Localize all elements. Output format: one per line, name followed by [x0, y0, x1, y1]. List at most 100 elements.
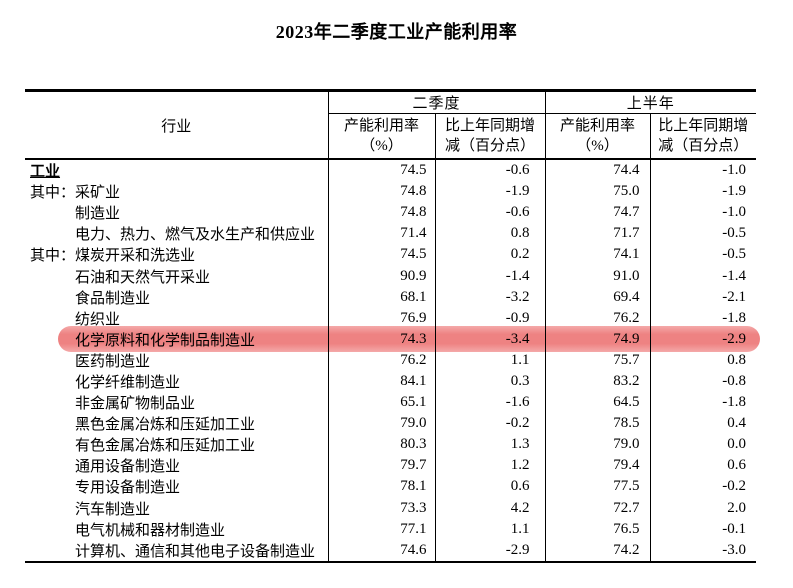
- q2-change-value: -3.2: [434, 286, 546, 308]
- q2-utilization-value: 76.9: [327, 307, 435, 329]
- industry-label: 石油和天然气开采业: [75, 269, 211, 286]
- q2-utilization-value: 74.6: [327, 539, 435, 562]
- table-row: 专用设备制造业 78.1 0.6 77.5 -0.2: [25, 476, 757, 498]
- column-header-q2-change: 比上年同期增 减（百分点）: [434, 113, 546, 160]
- industry-cell: 工业: [25, 159, 328, 181]
- industry-label: 制造业: [75, 206, 121, 223]
- h1-change-value: -1.0: [649, 202, 757, 224]
- h1-change-value: 2.0: [649, 497, 757, 519]
- h1-utilization-value: 79.4: [544, 455, 651, 477]
- q2-utilization-value: 79.0: [327, 413, 435, 435]
- industry-cell: 黑色金属冶炼和压延加工业: [25, 413, 328, 434]
- q2-utilization-value: 74.3: [327, 328, 435, 350]
- h1-change-value: -2.9: [649, 328, 757, 350]
- h1-utilization-value: 76.2: [544, 307, 651, 329]
- table-row: 黑色金属冶炼和压延加工业 79.0 -0.2 78.5 0.4: [25, 413, 757, 435]
- h1-change-value: -0.2: [649, 476, 757, 498]
- column-header-industry: 行业: [25, 90, 328, 160]
- q2-utilization-value: 79.7: [327, 455, 435, 477]
- industry-label: 电气机械和器材制造业: [75, 522, 226, 539]
- industry-cell: 化学纤维制造业: [25, 371, 328, 392]
- industry-label: 其中：煤炭开采和洗选业: [30, 248, 196, 265]
- column-group-h1: 上半年: [544, 90, 757, 114]
- page-title: 2023年二季度工业产能利用率: [275, 22, 518, 42]
- industry-label: 纺织业: [75, 311, 121, 328]
- q2-change-value: 1.2: [434, 455, 546, 477]
- q2-change-value: -0.9: [434, 307, 546, 329]
- table-row: 有色金属冶炼和压延加工业 80.3 1.3 79.0 0.0: [25, 434, 757, 456]
- h1-utilization-value: 69.4: [544, 286, 651, 308]
- h1-change-value: -0.1: [649, 518, 757, 540]
- industry-label: 非金属矿物制品业: [75, 396, 196, 413]
- q2-change-header-line1: 比上年同期增: [445, 118, 536, 134]
- industry-cell: 纺织业: [25, 308, 328, 329]
- h1-change-value: 0.6: [649, 455, 757, 477]
- h1-change-value: -0.8: [649, 370, 757, 393]
- industry-cell: 医药制造业: [25, 350, 328, 371]
- industry-label: 计算机、通信和其他电子设备制造业: [75, 543, 316, 560]
- q2-change-value: -3.4: [434, 328, 546, 350]
- q2-utilization-value: 84.1: [327, 370, 435, 393]
- q2-change-value: -1.9: [434, 181, 546, 203]
- industry-cell: 有色金属冶炼和压延加工业: [25, 434, 328, 455]
- h1-utilization-header-line1: 产能利用率: [560, 118, 636, 134]
- table-row: 化学纤维制造业 84.1 0.3 83.2 -0.8: [25, 370, 757, 393]
- h1-change-value: 0.4: [649, 413, 757, 435]
- q2-utilization-value: 80.3: [327, 434, 435, 456]
- q2-change-value: 0.2: [434, 244, 546, 266]
- h1-change-value: 0.8: [649, 349, 757, 371]
- q2-utilization-value: 74.8: [327, 202, 435, 224]
- q2-utilization-value: 74.5: [327, 244, 435, 266]
- industry-label: 化学原料和化学制品制造业: [75, 332, 256, 349]
- q2-change-value: -0.6: [434, 202, 546, 224]
- table-row: 通用设备制造业 79.7 1.2 79.4 0.6: [25, 455, 757, 477]
- table-row: 纺织业 76.9 -0.9 76.2 -1.8: [25, 307, 757, 329]
- h1-change-value: -1.8: [649, 392, 757, 414]
- h1-utilization-value: 91.0: [544, 265, 651, 287]
- industry-cell: 其中：采矿业: [25, 181, 328, 202]
- industry-cell: 汽车制造业: [25, 498, 328, 519]
- table-row: 石油和天然气开采业 90.9 -1.4 91.0 -1.4: [25, 265, 757, 287]
- h1-change-value: -3.0: [649, 539, 757, 562]
- h1-utilization-value: 79.0: [544, 434, 651, 456]
- table-row: 汽车制造业 73.3 4.2 72.7 2.0: [25, 497, 757, 519]
- table-row: 工业 74.5 -0.6 74.4 -1.0: [25, 159, 757, 182]
- q2-change-value: 0.8: [434, 223, 546, 245]
- table-header: 行业 二季度 上半年 产能利用率 （%） 比上年同期增 减（百分点） 产能利用率…: [25, 90, 757, 160]
- q2-change-value: 1.1: [434, 349, 546, 371]
- industry-cell: 通用设备制造业: [25, 455, 328, 476]
- h1-change-value: -2.1: [649, 286, 757, 308]
- q2-utilization-value: 68.1: [327, 286, 435, 308]
- q2-change-value: -1.4: [434, 265, 546, 287]
- industry-label: 食品制造业: [75, 290, 151, 307]
- q2-utilization-value: 73.3: [327, 497, 435, 519]
- h1-utilization-value: 76.5: [544, 518, 651, 540]
- q2-utilization-header-line1: 产能利用率: [343, 118, 419, 134]
- industry-label: 黑色金属冶炼和压延加工业: [75, 417, 256, 434]
- h1-utilization-header-line2: （%）: [576, 138, 619, 154]
- table-row: 其中：煤炭开采和洗选业 74.5 0.2 74.1 -0.5: [25, 244, 757, 266]
- h1-utilization-value: 75.7: [544, 349, 651, 371]
- q2-change-value: -2.9: [434, 539, 546, 562]
- q2-utilization-value: 74.5: [327, 159, 435, 182]
- h1-change-value: -1.4: [649, 265, 757, 287]
- h1-utilization-value: 74.4: [544, 159, 651, 182]
- industry-label: 化学纤维制造业: [75, 374, 181, 391]
- capacity-utilization-table: 行业 二季度 上半年 产能利用率 （%） 比上年同期增 减（百分点） 产能利用率…: [25, 89, 757, 563]
- sub-header-row: 产能利用率 （%） 比上年同期增 减（百分点） 产能利用率 （%） 比上年同期增…: [25, 113, 757, 160]
- column-header-h1-change: 比上年同期增 减（百分点）: [649, 113, 757, 160]
- industry-cell: 专用设备制造业: [25, 476, 328, 497]
- h1-change-value: 0.0: [649, 434, 757, 456]
- industry-cell: 化学原料和化学制品制造业: [25, 329, 328, 350]
- q2-change-value: -1.6: [434, 392, 546, 414]
- industry-label: 汽车制造业: [75, 501, 151, 518]
- q2-utilization-value: 78.1: [327, 476, 435, 498]
- q2-change-value: -0.2: [434, 413, 546, 435]
- q2-change-value: -0.6: [434, 159, 546, 182]
- industry-cell: 制造业: [25, 202, 328, 223]
- industry-cell: 石油和天然气开采业: [25, 265, 328, 286]
- table-row: 医药制造业 76.2 1.1 75.7 0.8: [25, 349, 757, 371]
- table-row: 计算机、通信和其他电子设备制造业 74.6 -2.9 74.2 -3.0: [25, 539, 757, 562]
- q2-utilization-value: 71.4: [327, 223, 435, 245]
